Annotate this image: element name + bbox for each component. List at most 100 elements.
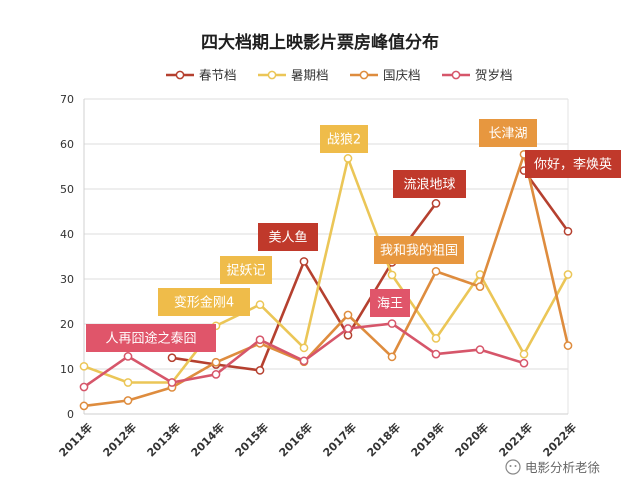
data-point[interactable]: [387, 352, 397, 362]
callout-box: [258, 223, 318, 251]
callout-label: 战狼2: [327, 133, 361, 148]
wechat-icon-eye-left: [509, 465, 512, 467]
data-point[interactable]: [299, 257, 309, 266]
data-point[interactable]: [211, 357, 221, 367]
y-tick-label: 60: [60, 138, 74, 151]
series-line: [82, 157, 570, 384]
callout: 长津湖: [479, 119, 537, 147]
data-point[interactable]: [431, 199, 441, 208]
data-point[interactable]: [79, 401, 89, 411]
callout-box: [525, 150, 621, 178]
legend-swatch-marker: [175, 70, 185, 80]
callout: 捉妖记: [220, 256, 272, 284]
data-point[interactable]: [123, 396, 133, 405]
data-point[interactable]: [563, 270, 573, 279]
data-point[interactable]: [255, 335, 265, 345]
data-point[interactable]: [167, 378, 177, 387]
wechat-icon-eye-right: [514, 465, 517, 467]
callout-label: 美人鱼: [268, 230, 307, 246]
x-tick-label: 2011年: [56, 420, 95, 459]
data-point[interactable]: [387, 319, 397, 328]
data-point[interactable]: [475, 282, 485, 291]
series-2: [79, 154, 573, 387]
x-tick-label: 2020年: [452, 420, 491, 459]
data-point[interactable]: [519, 349, 529, 359]
x-tick-label: 2018年: [364, 420, 403, 459]
x-tick-label: 2022年: [540, 420, 579, 459]
callout-label: 捉妖记: [226, 264, 265, 279]
legend-swatch-marker: [267, 70, 277, 80]
wechat-icon: [505, 459, 521, 475]
callout-label: 你好，李焕英: [534, 158, 612, 173]
watermark: 电影分析老徐: [505, 459, 600, 475]
data-point[interactable]: [299, 356, 309, 366]
data-point[interactable]: [343, 310, 353, 320]
legend-label: 春节档: [199, 68, 237, 83]
data-point[interactable]: [299, 343, 309, 353]
series-line: [82, 153, 570, 408]
callout-box: [479, 119, 537, 147]
callout: 我和我的祖国: [374, 236, 464, 264]
callout: 人再囧途之泰囧: [86, 324, 216, 352]
legend-item[interactable]: 贺岁档: [442, 68, 513, 83]
data-point[interactable]: [387, 270, 397, 280]
data-point[interactable]: [255, 300, 265, 309]
x-tick-label: 2017年: [320, 420, 359, 459]
y-axis: 0 10 20 30 40 50 60 70: [60, 93, 74, 421]
x-tick-label: 2015年: [232, 420, 271, 459]
data-point[interactable]: [431, 334, 441, 343]
callout-label: 人再囧途之泰囧: [105, 331, 196, 347]
series-layer: [79, 150, 573, 411]
legend-swatch-marker: [451, 70, 461, 80]
data-point[interactable]: [343, 324, 353, 333]
legend-label: 国庆档: [383, 68, 421, 83]
x-tick-label: 2012年: [100, 420, 139, 459]
data-point[interactable]: [343, 154, 353, 163]
series-4: [79, 319, 529, 392]
data-point[interactable]: [167, 353, 177, 363]
data-point[interactable]: [563, 341, 573, 350]
callout-label: 长津湖: [488, 127, 527, 142]
callout-box: [374, 236, 464, 264]
x-tick-label: 2014年: [188, 420, 227, 459]
callout: 战狼2: [320, 125, 368, 153]
data-point[interactable]: [211, 370, 221, 379]
data-point[interactable]: [123, 378, 133, 387]
y-tick-label: 50: [60, 183, 74, 196]
callout: 变形金刚4: [158, 288, 250, 316]
data-point[interactable]: [519, 358, 529, 368]
callout-box: [393, 170, 466, 198]
y-tick-label: 40: [60, 228, 74, 241]
callout-label: 海王: [377, 297, 403, 312]
x-tick-label: 2013年: [144, 420, 183, 459]
legend-item[interactable]: 国庆档: [350, 68, 421, 83]
callout-box: [320, 125, 368, 153]
y-tick-label: 30: [60, 273, 74, 286]
x-tick-label: 2021年: [496, 420, 535, 459]
chart-title: 四大档期上映影片票房峰值分布: [201, 32, 439, 53]
watermark-text: 电影分析老徐: [525, 460, 600, 475]
data-point[interactable]: [563, 226, 573, 236]
data-point[interactable]: [123, 352, 133, 361]
legend-label: 暑期档: [291, 68, 329, 83]
callout-box: [220, 256, 272, 284]
callout: 美人鱼: [258, 223, 318, 251]
callout: 你好，李焕英: [525, 150, 621, 178]
data-point[interactable]: [79, 361, 89, 371]
data-point[interactable]: [431, 349, 441, 359]
legend[interactable]: 春节档 暑期档 国庆档 贺岁档: [166, 68, 513, 83]
data-point[interactable]: [431, 267, 441, 276]
callout-label: 变形金刚4: [174, 295, 234, 311]
legend-item[interactable]: 暑期档: [258, 68, 329, 83]
y-tick-label: 10: [60, 363, 74, 376]
legend-swatch-marker: [359, 70, 369, 80]
data-point[interactable]: [79, 382, 89, 392]
callout-label: 我和我的祖国: [380, 243, 458, 259]
legend-item[interactable]: 春节档: [166, 68, 237, 83]
data-point[interactable]: [475, 345, 485, 354]
data-point[interactable]: [255, 366, 265, 375]
callout: 海王: [370, 289, 410, 317]
callout-box: [86, 324, 216, 352]
